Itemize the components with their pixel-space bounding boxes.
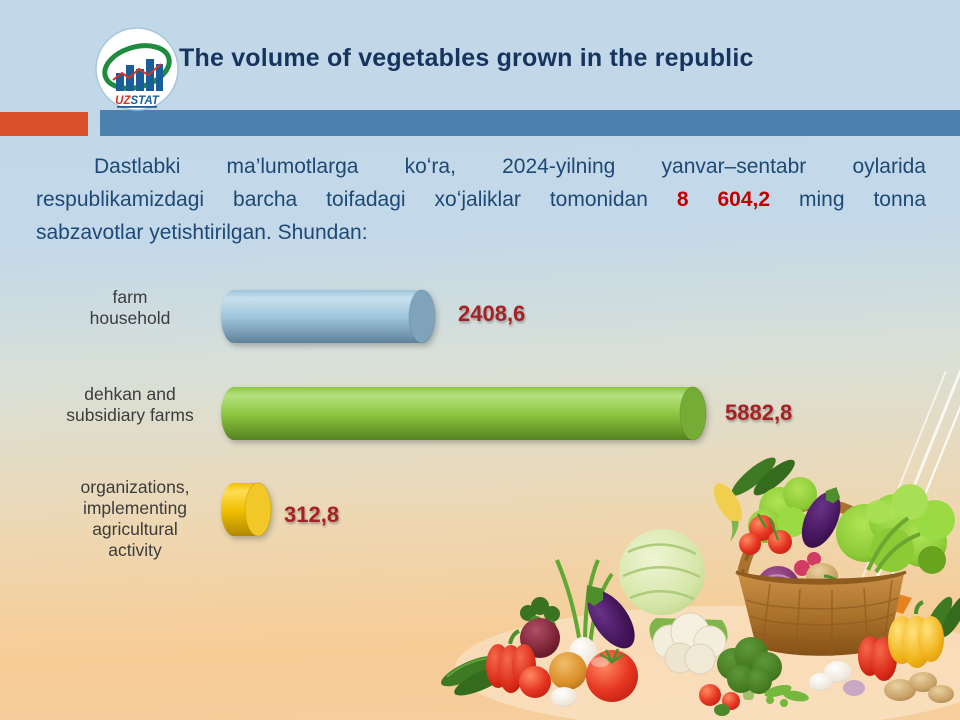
page-title: The volume of vegetables grown in the re… — [179, 44, 754, 72]
basket-contents — [714, 457, 955, 633]
basket-weave — [745, 579, 899, 656]
total-volume-value: 8 604,2 — [676, 188, 771, 211]
header-band-blue — [100, 110, 960, 136]
category-label-farm-household: farm household — [89, 287, 171, 328]
broccoli — [717, 637, 782, 700]
bar-dehkan-farms — [220, 386, 707, 448]
tomato — [699, 684, 721, 706]
right-vegetables — [764, 594, 960, 707]
uzstat-logo: UZSTAT — [95, 27, 179, 111]
intro-line-2: respublikamizdagi barcha toifadagi xoʻja… — [36, 183, 926, 216]
bar-farm-household — [220, 289, 436, 351]
bar-organizations — [220, 482, 272, 544]
value-label-organizations: 312,8 — [284, 502, 340, 527]
cauliflower — [649, 612, 728, 675]
intro-text: Dastlabki ma’lumotlarga koʻra, 2024-yiln… — [36, 150, 926, 249]
intro-line-1: Dastlabki ma’lumotlarga koʻra, 2024-yiln… — [94, 155, 926, 178]
logo-underline — [117, 106, 157, 108]
leaf — [714, 704, 730, 716]
category-label-dehkan-farms: dehkan and subsidiary farms — [66, 384, 194, 425]
logo-wordmark: UZSTAT — [115, 95, 160, 107]
intro-line-3: sabzavotlar yetishtirilgan. Shundan: — [36, 221, 368, 244]
logo-trend-line — [112, 63, 162, 81]
left-vegetables — [441, 529, 705, 707]
category-label-organizations: organizations, implementing agricultural… — [80, 477, 190, 560]
basket-rim — [735, 570, 907, 585]
value-label-dehkan-farms: 5882,8 — [725, 400, 793, 425]
intro-line-2-after: ming tonna — [798, 188, 926, 211]
basket-body — [738, 574, 904, 656]
vegetables-photo — [441, 457, 960, 720]
header-band-orange — [0, 112, 88, 136]
intro-line-2-before: respublikamizdagi barcha toifadagi xoʻja… — [36, 188, 648, 211]
value-label-farm-household: 2408,6 — [458, 301, 526, 326]
